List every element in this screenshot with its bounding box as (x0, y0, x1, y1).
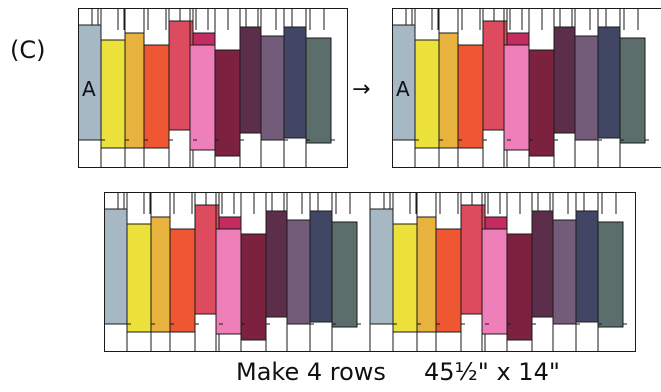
color-strip (283, 26, 307, 139)
strip-row-panel (104, 192, 636, 352)
color-strip (575, 210, 599, 323)
color-strip (531, 210, 554, 318)
color-strip (553, 26, 576, 134)
color-strip (503, 44, 530, 151)
color-strip (126, 223, 152, 333)
color-strip (597, 221, 624, 328)
color-strip (619, 37, 646, 144)
color-strip (392, 223, 418, 333)
color-strip (215, 228, 242, 335)
color-strip (240, 233, 267, 341)
color-strip (457, 44, 484, 149)
color-strip (481, 228, 508, 335)
color-strip (369, 208, 394, 325)
color-strip (305, 37, 332, 144)
color-strip (239, 26, 262, 134)
color-strip (331, 221, 358, 328)
arrow-icon: → (352, 77, 371, 102)
color-strip (597, 26, 621, 139)
color-strip (214, 49, 241, 157)
color-strip (435, 228, 462, 333)
color-strip (124, 32, 145, 149)
color-strip (260, 35, 285, 141)
color-strip (574, 35, 599, 141)
strip-panel-before: A (78, 8, 348, 168)
color-strip (438, 32, 459, 149)
color-strip (100, 39, 126, 149)
color-strip (309, 210, 333, 323)
panel-border (78, 8, 348, 168)
color-strip (265, 210, 288, 318)
color-strip (528, 49, 555, 157)
color-strip (169, 228, 196, 333)
finished-size: 45½" x 14" (424, 358, 560, 386)
color-strip (552, 219, 577, 325)
color-strip (414, 39, 440, 149)
color-strip (104, 208, 128, 325)
color-strip (189, 44, 216, 151)
color-strip (482, 20, 508, 131)
strip-letter: A (396, 77, 410, 101)
color-strip (286, 219, 311, 325)
panel-border (104, 192, 636, 352)
color-strip (168, 20, 194, 131)
panel-border (392, 8, 661, 168)
strip-panel-after: A (392, 8, 661, 168)
color-strip (416, 216, 437, 333)
color-strip (460, 204, 486, 315)
color-strip (506, 233, 533, 341)
strip-letter: A (82, 77, 96, 101)
rows-instruction: Make 4 rows (236, 358, 386, 386)
color-strip (150, 216, 171, 333)
step-label: (C) (10, 36, 46, 64)
color-strip (143, 44, 170, 149)
color-strip (194, 204, 220, 315)
